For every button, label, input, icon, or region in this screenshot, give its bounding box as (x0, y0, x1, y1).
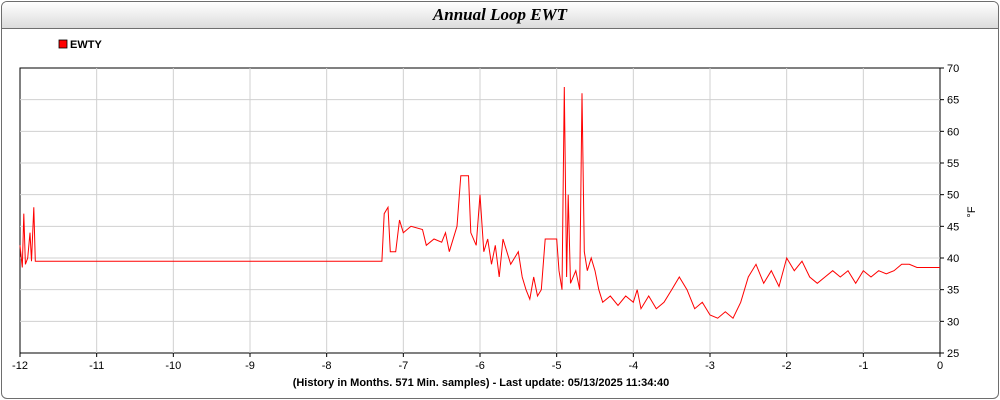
x-tick-label: -6 (475, 360, 485, 372)
x-tick-label: -11 (89, 360, 104, 372)
y-tick-label: 55 (947, 158, 959, 170)
y-tick-label: 70 (947, 63, 959, 75)
x-tick-label: -1 (858, 360, 868, 372)
y-tick-label: 40 (947, 253, 959, 265)
y-axis-label: °F (966, 206, 978, 217)
x-tick-label: 0 (937, 360, 943, 372)
y-tick-label: 30 (947, 316, 959, 328)
y-tick-label: 25 (947, 348, 959, 360)
y-tick-label: 65 (947, 95, 959, 107)
y-tick-label: 50 (947, 190, 959, 202)
x-tick-label: -5 (552, 360, 562, 372)
y-tick-label: 45 (947, 221, 959, 233)
series-line-ewty (19, 86, 940, 319)
x-tick-label: -8 (322, 360, 332, 372)
legend-label: EWTY (70, 39, 102, 51)
x-axis-ticks: -12 -11 -10 -9 -8 -7 -6 -5 -4 -3 -2 -1 0 (12, 353, 943, 372)
x-tick-label: -10 (165, 360, 181, 372)
x-tick-label: -2 (782, 360, 792, 372)
x-tick-label: -12 (12, 360, 28, 372)
x-tick-label: -7 (398, 360, 408, 372)
title-bar: Annual Loop EWT (2, 2, 998, 29)
y-axis-ticks: 25 30 35 40 45 50 55 60 65 70 (940, 63, 959, 360)
y-tick-label: 35 (947, 285, 959, 297)
x-axis-label: (History in Months. 571 Min. samples) - … (293, 377, 670, 389)
chart-title: Annual Loop EWT (432, 5, 568, 24)
x-tick-label: -4 (628, 360, 638, 372)
y-tick-label: 60 (947, 126, 959, 138)
x-tick-label: -9 (245, 360, 255, 372)
x-tick-label: -3 (705, 360, 715, 372)
legend-swatch (58, 39, 68, 49)
grid-lines (20, 68, 940, 353)
